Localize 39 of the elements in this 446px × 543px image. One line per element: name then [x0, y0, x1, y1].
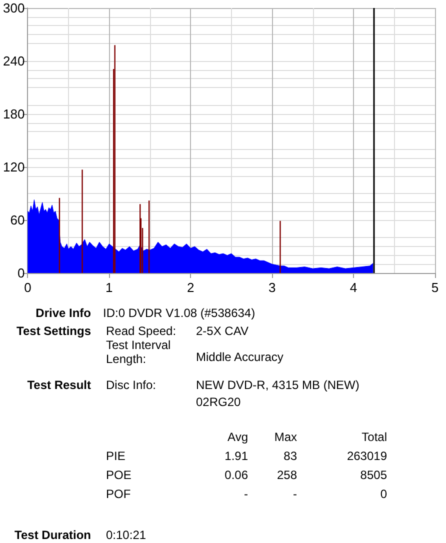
text: ID:0 DVDR V1.08 (#538634) [103, 306, 256, 320]
y-tick-label: 240 [2, 54, 25, 68]
y-tick-label: 0 [17, 266, 25, 280]
x-tick-label: 1 [106, 280, 113, 295]
y-tick-label: 300 [2, 0, 25, 16]
text: Read Speed: [106, 324, 176, 338]
text: Test Interval Length: [106, 338, 172, 366]
text: 83 [284, 449, 297, 463]
text: 0:10:21 [106, 528, 146, 542]
text: Disc Info: [106, 378, 156, 392]
x-tick-label: 5 [431, 280, 439, 295]
text: 02RG20 [196, 395, 241, 409]
text: - [293, 487, 297, 501]
y-tick-label: 180 [2, 106, 25, 122]
y-tick-label: 120 [2, 160, 25, 174]
text: PIE [106, 449, 126, 463]
text: 2-5X CAV [196, 324, 248, 338]
x-tick-label: 3 [268, 280, 276, 295]
y-tick-label: 60 [10, 212, 25, 228]
text: POE [106, 468, 132, 482]
x-tick-label: 2 [186, 280, 194, 295]
x-tick-label: 4 [350, 280, 358, 295]
text: 258 [276, 468, 297, 482]
text: 0.06 [224, 468, 248, 482]
text: 0 [380, 487, 387, 501]
text: Test Result [27, 378, 91, 392]
text: 8505 [360, 468, 387, 482]
text: Test Duration [14, 528, 91, 542]
text: Total [362, 430, 387, 444]
text: Drive Info [36, 306, 91, 320]
text: POF [106, 487, 131, 501]
text: Max [274, 430, 297, 444]
text: 263019 [346, 449, 387, 463]
text: Middle Accuracy [196, 350, 284, 364]
text: Test Settings [16, 324, 91, 338]
text: NEW DVD-R, 4315 MB (NEW) [196, 378, 360, 392]
text: - [244, 487, 248, 501]
text: Avg [228, 430, 248, 444]
text: 1.91 [224, 449, 248, 463]
